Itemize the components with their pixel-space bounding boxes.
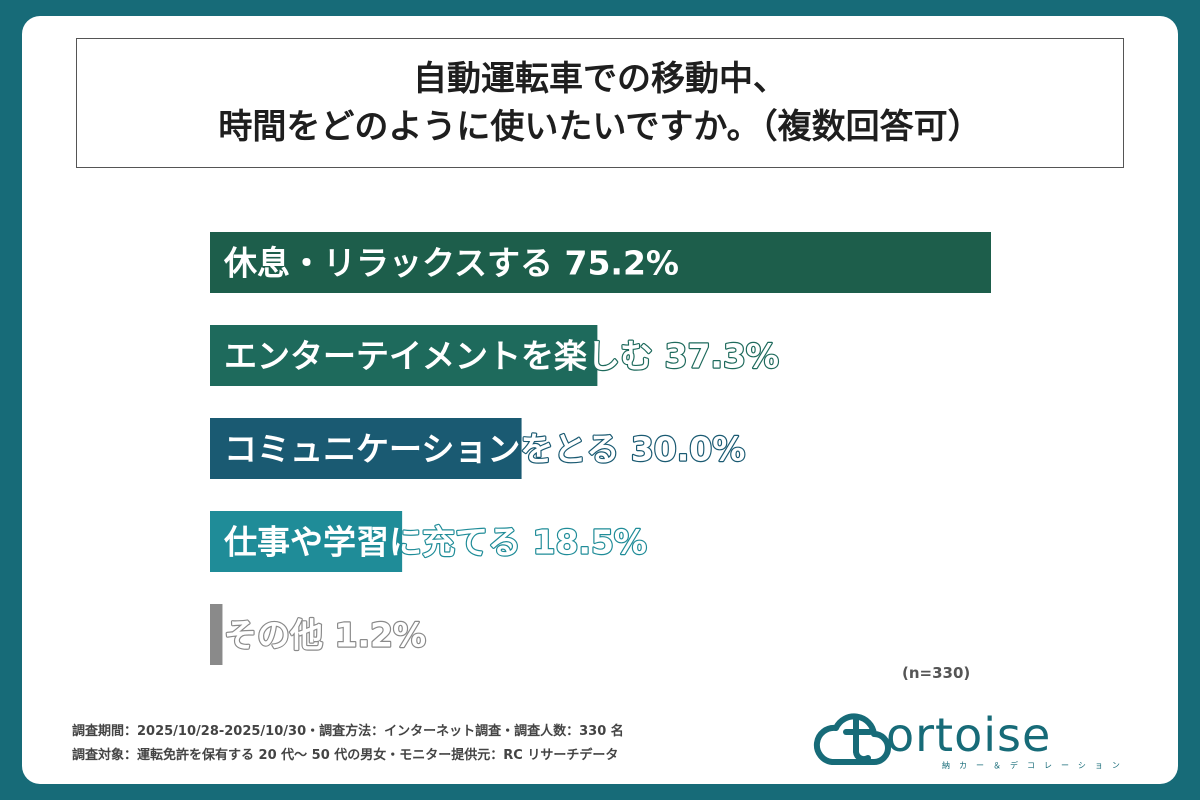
bar-5 xyxy=(210,604,223,665)
tortoise-logo: ortoise 納カー＆デコレーション xyxy=(812,706,1132,776)
cloud-t-logo-icon xyxy=(813,713,891,765)
value-label-1: 75.2% xyxy=(565,244,680,283)
bar-2 xyxy=(210,325,598,386)
survey-footer: 調査期間：2025/10/28-2025/10/30・調査方法：インターネット調… xyxy=(72,720,624,768)
bar-label-2: エンターテイメントを楽しむ 37.3% xyxy=(224,337,779,376)
bar-4 xyxy=(210,511,403,572)
value-label-2: 37.3% xyxy=(665,337,780,376)
chart-title-line-2: 時間をどのように使いたいですか。（複数回答可） xyxy=(218,107,982,147)
footer-line-2: 調査対象：運転免許を保有する 20 代～ 50 代の男女・モニター提供元：RC … xyxy=(72,748,619,763)
bar-label-1: 休息・リラックスする 75.2% xyxy=(223,244,679,283)
chart-title-line-1: 自動運転車での移動中、 xyxy=(413,59,787,99)
category-label-2: エンターテイメントを楽しむ xyxy=(224,337,665,376)
category-label-4: 仕事や学習に充てる xyxy=(224,523,533,562)
bar-label-4: 仕事や学習に充てる 18.5% xyxy=(224,523,647,562)
logo-wordmark: ortoise xyxy=(886,708,1052,762)
footer-line-1: 調査期間：2025/10/28-2025/10/30・調査方法：インターネット調… xyxy=(72,724,624,739)
sample-size-note: (n=330) xyxy=(902,664,971,682)
category-label-1: 休息・リラックスする xyxy=(223,244,565,283)
value-label-5: 1.2% xyxy=(335,616,427,655)
value-label-4: 18.5% xyxy=(533,523,648,562)
category-label-3: コミュニケーションをとる xyxy=(224,430,631,469)
bar-label-3: コミュニケーションをとる 30.0% xyxy=(224,430,745,469)
category-label-5: その他 xyxy=(224,616,335,655)
chart-title-box: 自動運転車での移動中、 時間をどのように使いたいですか。（複数回答可） xyxy=(76,38,1124,168)
bar-3 xyxy=(210,418,522,479)
bar-label-5: その他 1.2% xyxy=(224,616,426,655)
logo-subtitle: 納カー＆デコレーション xyxy=(942,761,1129,770)
value-label-3: 30.0% xyxy=(631,430,746,469)
chart-card: 自動運転車での移動中、 時間をどのように使いたいですか。（複数回答可） 休息・リ… xyxy=(22,16,1178,784)
bar-1 xyxy=(210,232,991,293)
